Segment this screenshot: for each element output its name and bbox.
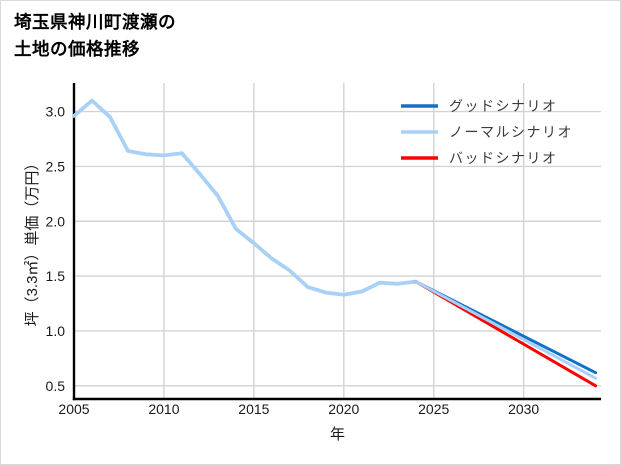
y-tick-label: 3.0 <box>46 104 66 120</box>
chart-title: 埼玉県神川町渡瀬の 土地の価格推移 <box>14 9 176 62</box>
y-axis-label: 坪（3.3㎡）単価（万円） <box>24 156 41 327</box>
x-tick-label: 2025 <box>418 401 449 417</box>
chart-title-line1: 埼玉県神川町渡瀬の <box>14 12 176 32</box>
series-line-ノーマルシナリオ <box>414 280 598 380</box>
x-tick-label: 2030 <box>508 401 539 417</box>
y-tick-label: 1.0 <box>46 323 66 339</box>
x-tick-label: 2010 <box>148 401 179 417</box>
legend-label-グッドシナリオ: グッドシナリオ <box>449 98 558 114</box>
y-tick-label: 0.5 <box>46 378 66 394</box>
y-tick-label: 2.0 <box>46 213 66 229</box>
chart-title-line2: 土地の価格推移 <box>14 38 140 59</box>
x-axis-label: 年 <box>330 426 345 443</box>
y-tick-label: 1.5 <box>46 268 66 284</box>
y-tick-label: 2.5 <box>46 158 66 174</box>
legend-label-バッドシナリオ: バッドシナリオ <box>449 150 558 166</box>
series-line-実績（ノーマル） <box>72 98 418 297</box>
x-tick-label: 2020 <box>328 401 359 417</box>
x-tick-label: 2015 <box>238 401 269 417</box>
x-tick-label: 2005 <box>58 401 89 417</box>
legend-label-ノーマルシナリオ: ノーマルシナリオ <box>449 124 573 140</box>
